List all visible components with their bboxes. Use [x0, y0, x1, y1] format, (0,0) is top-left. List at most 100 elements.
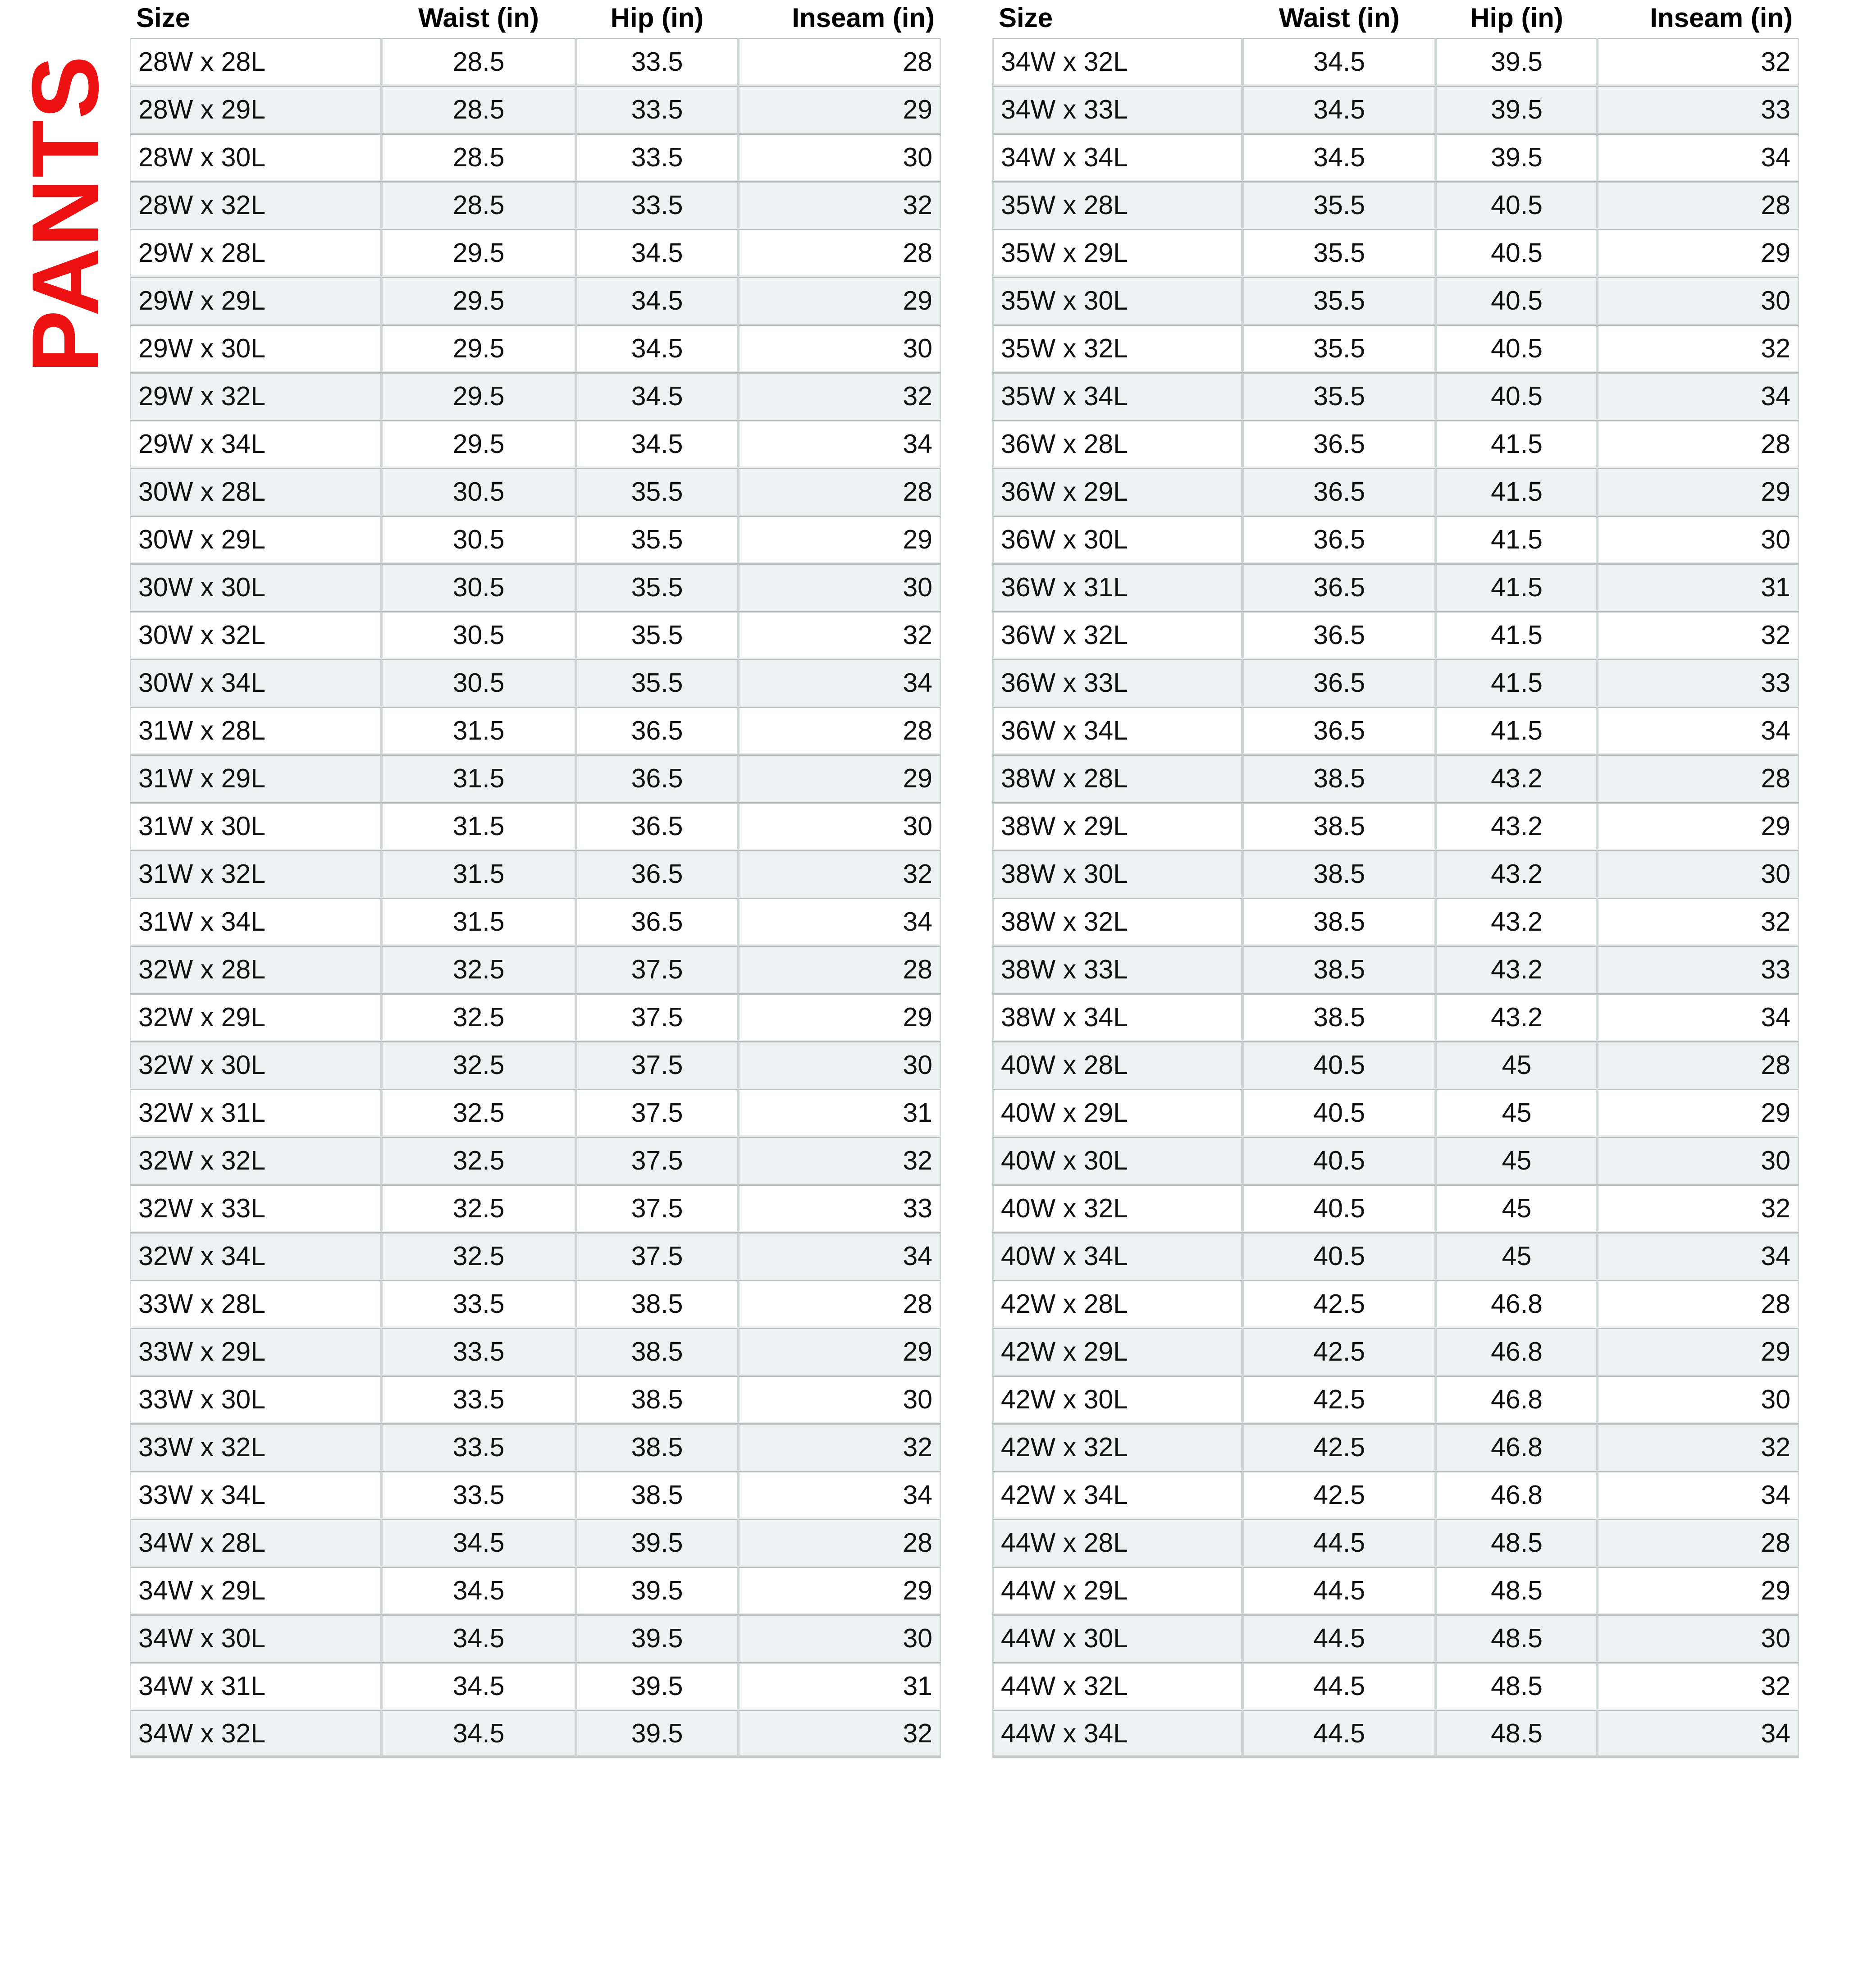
cell-inseam: 28: [1597, 181, 1799, 229]
cell-hip: 46.8: [1436, 1376, 1598, 1423]
column-header-hip: Hip (in): [576, 0, 738, 38]
cell-size: 40W x 30L: [992, 1137, 1242, 1184]
cell-waist: 28.5: [381, 38, 576, 86]
cell-inseam: 29: [1597, 468, 1799, 516]
cell-hip: 46.8: [1436, 1280, 1598, 1328]
table-row: 31W x 28L 31.5 36.5 28: [130, 707, 941, 754]
cell-size: 32W x 33L: [130, 1184, 381, 1232]
cell-inseam: 32: [738, 372, 941, 420]
cell-inseam: 34: [1597, 133, 1799, 181]
cell-hip: 36.5: [576, 754, 738, 802]
cell-size: 42W x 29L: [992, 1328, 1242, 1376]
table-row: 38W x 32L 38.5 43.2 32: [992, 898, 1799, 946]
cell-inseam: 34: [1597, 1710, 1799, 1758]
cell-inseam: 32: [738, 850, 941, 898]
cell-hip: 39.5: [576, 1614, 738, 1662]
cell-size: 31W x 32L: [130, 850, 381, 898]
cell-size: 29W x 32L: [130, 372, 381, 420]
cell-hip: 39.5: [1436, 133, 1598, 181]
cell-size: 28W x 30L: [130, 133, 381, 181]
cell-inseam: 29: [738, 993, 941, 1041]
table-row: 28W x 29L 28.5 33.5 29: [130, 86, 941, 133]
table-row: 32W x 33L 32.5 37.5 33: [130, 1184, 941, 1232]
cell-waist: 34.5: [381, 1662, 576, 1710]
table-row: 36W x 32L 36.5 41.5 32: [992, 611, 1799, 659]
cell-waist: 40.5: [1242, 1232, 1436, 1280]
cell-waist: 29.5: [381, 277, 576, 324]
cell-inseam: 28: [1597, 420, 1799, 468]
cell-size: 30W x 32L: [130, 611, 381, 659]
cell-waist: 34.5: [1242, 38, 1436, 86]
cell-hip: 46.8: [1436, 1328, 1598, 1376]
cell-waist: 30.5: [381, 468, 576, 516]
table-row: 34W x 30L 34.5 39.5 30: [130, 1614, 941, 1662]
cell-size: 38W x 28L: [992, 754, 1242, 802]
cell-size: 35W x 32L: [992, 324, 1242, 372]
cell-inseam: 31: [1597, 563, 1799, 611]
cell-hip: 33.5: [576, 133, 738, 181]
cell-hip: 41.5: [1436, 611, 1598, 659]
cell-size: 30W x 29L: [130, 516, 381, 563]
table-row: 44W x 30L 44.5 48.5 30: [992, 1614, 1799, 1662]
cell-size: 34W x 31L: [130, 1662, 381, 1710]
cell-waist: 29.5: [381, 420, 576, 468]
cell-size: 33W x 30L: [130, 1376, 381, 1423]
cell-waist: 30.5: [381, 563, 576, 611]
table-row: 31W x 30L 31.5 36.5 30: [130, 802, 941, 850]
cell-inseam: 30: [738, 324, 941, 372]
table-row: 40W x 30L 40.5 45 30: [992, 1137, 1799, 1184]
cell-hip: 37.5: [576, 1232, 738, 1280]
cell-inseam: 28: [738, 468, 941, 516]
cell-size: 32W x 30L: [130, 1041, 381, 1089]
cell-waist: 29.5: [381, 324, 576, 372]
table-row: 34W x 32L 34.5 39.5 32: [130, 1710, 941, 1758]
cell-waist: 35.5: [1242, 277, 1436, 324]
cell-inseam: 31: [738, 1089, 941, 1137]
cell-size: 28W x 32L: [130, 181, 381, 229]
cell-waist: 33.5: [381, 1280, 576, 1328]
cell-inseam: 29: [1597, 802, 1799, 850]
table-row: 42W x 30L 42.5 46.8 30: [992, 1376, 1799, 1423]
cell-waist: 32.5: [381, 1137, 576, 1184]
cell-size: 34W x 28L: [130, 1519, 381, 1567]
cell-inseam: 30: [1597, 1376, 1799, 1423]
cell-waist: 34.5: [381, 1567, 576, 1614]
cell-inseam: 29: [738, 277, 941, 324]
cell-size: 36W x 29L: [992, 468, 1242, 516]
cell-waist: 33.5: [381, 1423, 576, 1471]
cell-size: 29W x 29L: [130, 277, 381, 324]
cell-size: 34W x 32L: [992, 38, 1242, 86]
cell-hip: 36.5: [576, 707, 738, 754]
table-row: 31W x 29L 31.5 36.5 29: [130, 754, 941, 802]
cell-size: 38W x 29L: [992, 802, 1242, 850]
cell-size: 34W x 32L: [130, 1710, 381, 1758]
cell-inseam: 29: [738, 1567, 941, 1614]
category-label-text: PANTS: [12, 55, 119, 374]
cell-inseam: 32: [738, 1423, 941, 1471]
cell-size: 31W x 29L: [130, 754, 381, 802]
table-row: 35W x 30L 35.5 40.5 30: [992, 277, 1799, 324]
column-header-inseam: Inseam (in): [738, 0, 941, 38]
column-header-inseam: Inseam (in): [1597, 0, 1799, 38]
cell-hip: 34.5: [576, 420, 738, 468]
cell-hip: 43.2: [1436, 754, 1598, 802]
table-row: 28W x 32L 28.5 33.5 32: [130, 181, 941, 229]
cell-hip: 40.5: [1436, 229, 1598, 277]
cell-size: 32W x 34L: [130, 1232, 381, 1280]
cell-waist: 44.5: [1242, 1710, 1436, 1758]
cell-size: 36W x 30L: [992, 516, 1242, 563]
table-row: 38W x 30L 38.5 43.2 30: [992, 850, 1799, 898]
cell-waist: 32.5: [381, 946, 576, 993]
cell-hip: 46.8: [1436, 1423, 1598, 1471]
table-row: 42W x 29L 42.5 46.8 29: [992, 1328, 1799, 1376]
cell-size: 44W x 28L: [992, 1519, 1242, 1567]
table-row: 32W x 28L 32.5 37.5 28: [130, 946, 941, 993]
column-header-hip: Hip (in): [1436, 0, 1598, 38]
table-row: 40W x 29L 40.5 45 29: [992, 1089, 1799, 1137]
table-row: 44W x 34L 44.5 48.5 34: [992, 1710, 1799, 1758]
cell-size: 42W x 34L: [992, 1471, 1242, 1519]
cell-hip: 34.5: [576, 372, 738, 420]
cell-waist: 38.5: [1242, 946, 1436, 993]
cell-waist: 31.5: [381, 802, 576, 850]
table-row: 42W x 32L 42.5 46.8 32: [992, 1423, 1799, 1471]
